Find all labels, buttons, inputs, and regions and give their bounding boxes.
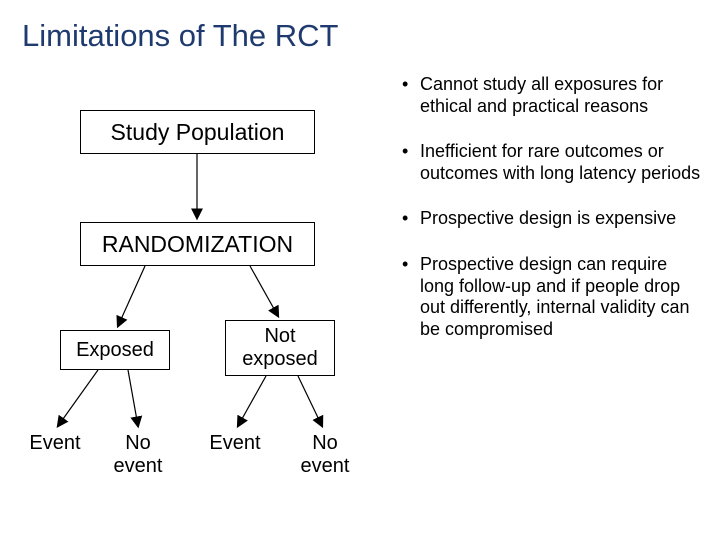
label-event-a: Event: [20, 432, 90, 455]
slide-title: Limitations of The RCT: [22, 18, 338, 54]
bullet-item: Inefficient for rare outcomes or outcome…: [402, 141, 702, 184]
box-not-exposed-label: Not exposed: [242, 325, 318, 371]
label-noevent-a: No event: [103, 432, 173, 478]
box-exposed: Exposed: [60, 330, 170, 370]
bullet-item: Prospective design can require long foll…: [402, 254, 702, 340]
box-randomization-label: RANDOMIZATION: [102, 231, 293, 257]
box-study-population-label: Study Population: [111, 119, 285, 145]
box-study-population: Study Population: [80, 110, 315, 154]
bullet-item: Cannot study all exposures for ethical a…: [402, 74, 702, 117]
label-event-b: Event: [200, 432, 270, 455]
label-noevent-b: No event: [290, 432, 360, 478]
box-exposed-label: Exposed: [76, 339, 154, 362]
bullet-item: Prospective design is expensive: [402, 208, 702, 230]
slide: Limitations of The RCT Study Population …: [0, 0, 720, 540]
bullet-list: Cannot study all exposures for ethical a…: [402, 74, 702, 364]
box-not-exposed: Not exposed: [225, 320, 335, 376]
bullet-ul: Cannot study all exposures for ethical a…: [402, 74, 702, 340]
box-randomization: RANDOMIZATION: [80, 222, 315, 266]
